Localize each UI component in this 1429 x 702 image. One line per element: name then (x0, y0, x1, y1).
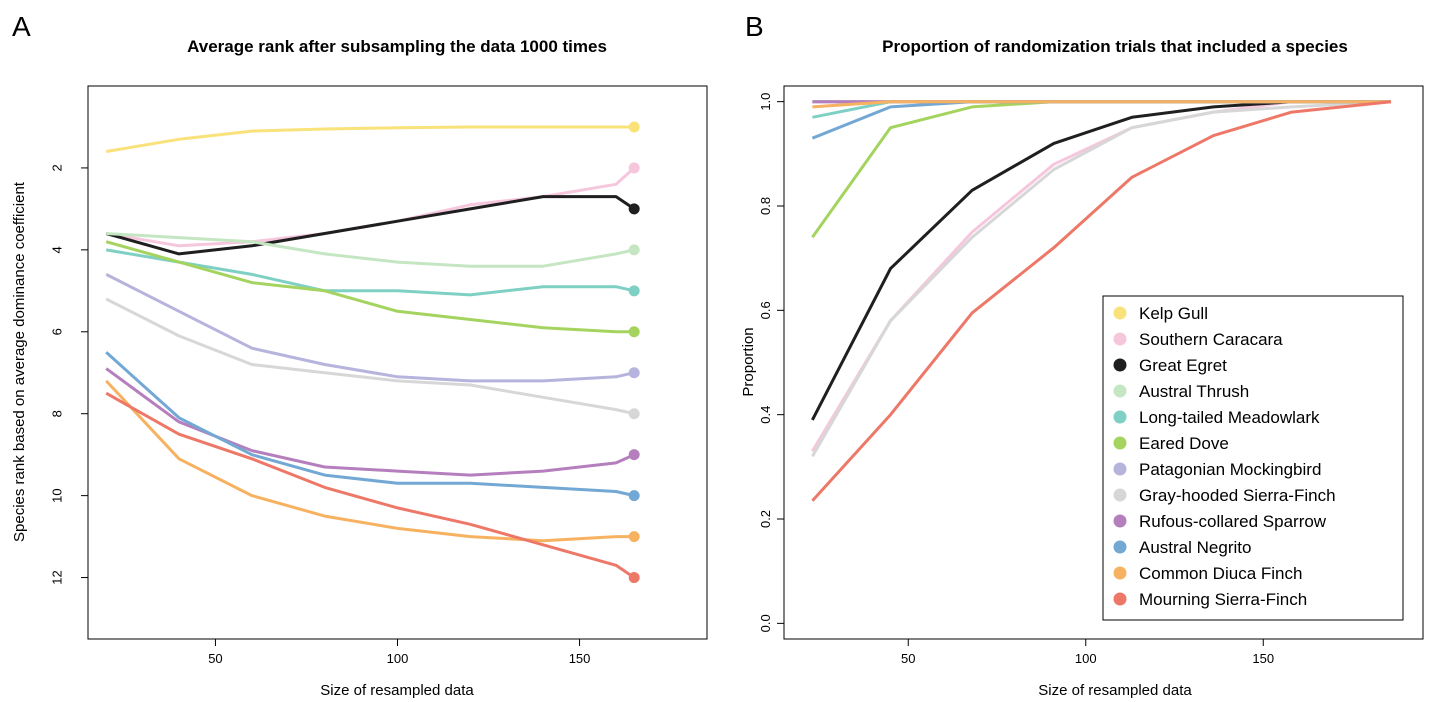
panel-a-end-marker-southern-caracara (628, 162, 640, 174)
panel-b-x-tick-label: 50 (901, 651, 915, 666)
panel-a-end-marker-eared-dove (628, 326, 640, 338)
panel-a-x-axis: 50 100 150 (208, 639, 590, 666)
legend-swatch-kelp-gull (1113, 306, 1127, 320)
legend-label-common-diuca-finch: Common Diuca Finch (1139, 564, 1302, 583)
panel-b-x-tick-label: 100 (1075, 651, 1097, 666)
panel-b-letter: B (745, 11, 764, 42)
panel-b-y-axis-label: Proportion (740, 327, 757, 396)
panel-a-end-marker-great-egret (628, 203, 640, 215)
panel-a-end-marker-austral-negrito (628, 490, 640, 502)
legend-swatch-mourning-sierra-finch (1113, 592, 1127, 606)
panel-b-line-eared-dove (811, 100, 1391, 239)
panel-b-y-tick-label: 0.8 (758, 197, 773, 215)
legend-swatch-common-diuca-finch (1113, 566, 1127, 580)
panel-b-plot-frame (783, 85, 1424, 640)
legend-box (1102, 295, 1404, 621)
panel-a-end-marker-rufous-collared-sparrow (628, 449, 640, 461)
legend-swatch-rufous-collared-sparrow (1113, 514, 1127, 528)
legend-label-great-egret: Great Egret (1139, 356, 1227, 375)
panel-b-series (811, 100, 1392, 502)
panel-a: A Average rank after subsampling the dat… (11, 11, 708, 699)
panel-b-y-axis: 0.0 0.2 0.4 0.6 0.8 1.0 (758, 93, 784, 632)
legend-label-mourning-sierra-finch: Mourning Sierra-Finch (1139, 590, 1307, 609)
legend-label-long-tailed-meadowlark: Long-tailed Meadowlark (1139, 408, 1320, 427)
panel-a-x-axis-label: Size of resampled data (320, 682, 474, 699)
panel-a-line-gray-hooded-sierra-finch (105, 297, 635, 416)
panel-a-end-marker-mourning-sierra-finch (628, 572, 640, 584)
panel-a-x-tick-label: 150 (569, 651, 591, 666)
panel-a-end-marker-long-tailed-meadowlark (628, 285, 640, 297)
panel-a-line-austral-thrush (106, 232, 635, 268)
panel-a-y-tick-label: 10 (49, 488, 64, 502)
panel-a-line-long-tailed-meadowlark (105, 248, 635, 297)
legend-label-gray-hooded-sierra-finch: Gray-hooded Sierra-Finch (1139, 486, 1336, 505)
legend-swatch-gray-hooded-sierra-finch (1113, 488, 1127, 502)
panel-a-line-southern-caracara (105, 166, 636, 248)
panel-a-letter: A (12, 11, 31, 42)
panel-a-end-marker-patagonian-mockingbird (628, 367, 640, 379)
panel-a-line-eared-dove (105, 240, 635, 334)
panel-a-line-mourning-sierra-finch (105, 391, 636, 579)
panel-a-y-tick-label: 2 (49, 164, 64, 171)
panel-a-line-great-egret (105, 195, 636, 256)
panel-a-end-marker-austral-thrush (628, 244, 640, 256)
legend-label-eared-dove: Eared Dove (1139, 434, 1229, 453)
panel-a-line-austral-negrito (105, 351, 635, 498)
legend-swatch-long-tailed-meadowlark (1113, 410, 1127, 424)
panel-b-title: Proportion of randomization trials that … (882, 37, 1348, 56)
panel-b-x-axis: 50 100 150 (901, 639, 1274, 666)
panel-b-line-mourning-sierra-finch (811, 100, 1392, 502)
panel-a-y-tick-label: 4 (49, 246, 64, 253)
panel-a-y-axis: 2 4 6 8 10 12 (49, 164, 88, 585)
legend-label-austral-negrito: Austral Negrito (1139, 538, 1251, 557)
panel-a-end-marker-gray-hooded-sierra-finch (628, 408, 640, 420)
legend-label-austral-thrush: Austral Thrush (1139, 382, 1249, 401)
legend-label-southern-caracara: Southern Caracara (1139, 330, 1283, 349)
panel-b: B Proportion of randomization trials tha… (740, 11, 1424, 699)
panel-b-y-tick-label: 0.0 (758, 614, 773, 632)
panel-b-line-common-diuca-finch (812, 100, 1391, 109)
panel-b-legend: Kelp Gull Southern Caracara Great Egret Aus… (1102, 295, 1404, 621)
panel-a-x-tick-label: 50 (208, 651, 222, 666)
panel-a-line-patagonian-mockingbird (105, 273, 635, 383)
legend-swatch-eared-dove (1113, 436, 1127, 450)
panel-a-end-marker-kelp-gull (628, 121, 640, 133)
panel-a-end-marker-common-diuca-finch (628, 531, 640, 543)
panel-b-x-axis-label: Size of resampled data (1038, 682, 1192, 699)
panel-b-y-tick-label: 0.6 (758, 301, 773, 319)
panel-a-y-tick-label: 12 (49, 570, 64, 584)
panel-b-x-tick-label: 150 (1252, 651, 1274, 666)
panel-a-series (105, 121, 640, 584)
legend-label-kelp-gull: Kelp Gull (1139, 304, 1208, 323)
legend-label-patagonian-mockingbird: Patagonian Mockingbird (1139, 460, 1321, 479)
legend-label-rufous-collared-sparrow: Rufous-collared Sparrow (1139, 512, 1327, 531)
legend-swatch-austral-negrito (1113, 540, 1127, 554)
panel-a-title: Average rank after subsampling the data … (187, 37, 607, 56)
panel-a-y-axis-label: Species rank based on average dominance … (11, 181, 28, 542)
panel-a-line-common-diuca-finch (105, 379, 635, 543)
panel-b-y-tick-label: 1.0 (758, 93, 773, 111)
panel-a-x-tick-label: 100 (387, 651, 409, 666)
legend-swatch-austral-thrush (1113, 384, 1127, 398)
panel-b-y-tick-label: 0.2 (758, 510, 773, 528)
panel-b-line-gray-hooded-sierra-finch (811, 100, 1392, 458)
panel-a-line-kelp-gull (105, 125, 635, 153)
legend-swatch-southern-caracara (1113, 332, 1127, 346)
legend-swatch-patagonian-mockingbird (1113, 462, 1127, 476)
panel-a-plot-frame (87, 85, 708, 640)
legend-swatch-great-egret (1113, 358, 1127, 372)
panel-a-y-tick-label: 6 (49, 328, 64, 335)
panel-a-y-tick-label: 8 (49, 410, 64, 417)
panel-b-y-tick-label: 0.4 (758, 406, 773, 424)
